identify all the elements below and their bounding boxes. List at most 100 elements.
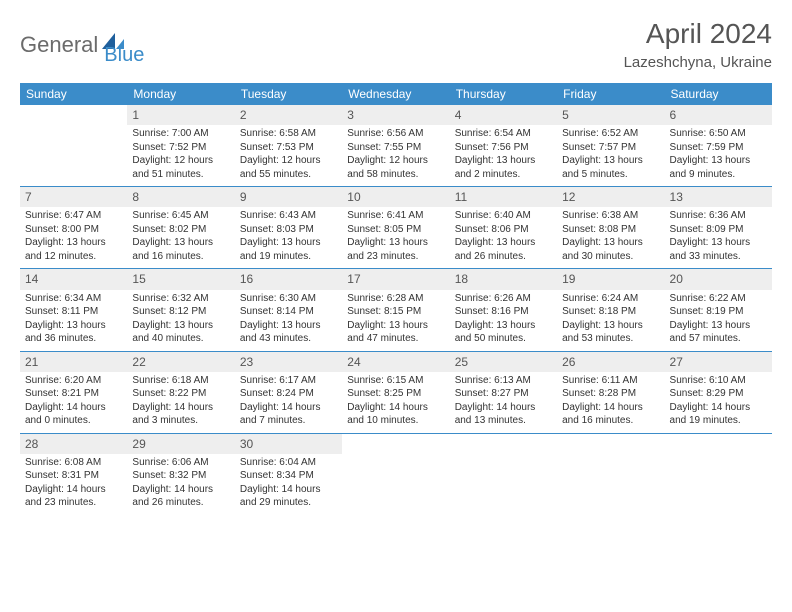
daylight-line: Daylight: 14 hours and 16 minutes. — [562, 401, 659, 428]
day-number: 6 — [665, 105, 772, 125]
day-number: 23 — [235, 352, 342, 372]
daylight-line: Daylight: 14 hours and 10 minutes. — [347, 401, 444, 428]
daylight-line: Daylight: 13 hours and 33 minutes. — [670, 236, 767, 263]
day-number: 26 — [557, 352, 664, 372]
daylight-line: Daylight: 13 hours and 12 minutes. — [25, 236, 122, 263]
sunrise-line: Sunrise: 6:58 AM — [240, 127, 337, 141]
sunset-line: Sunset: 7:55 PM — [347, 141, 444, 155]
day-number: 13 — [665, 187, 772, 207]
calendar-cell: 22Sunrise: 6:18 AMSunset: 8:22 PMDayligh… — [127, 351, 234, 433]
calendar-cell: 17Sunrise: 6:28 AMSunset: 8:15 PMDayligh… — [342, 269, 449, 351]
sunset-line: Sunset: 8:24 PM — [240, 387, 337, 401]
sunset-line: Sunset: 7:52 PM — [132, 141, 229, 155]
calendar-cell: 14Sunrise: 6:34 AMSunset: 8:11 PMDayligh… — [20, 269, 127, 351]
calendar-table: SundayMondayTuesdayWednesdayThursdayFrid… — [20, 83, 772, 515]
logo-text-blue: Blue — [104, 44, 144, 67]
sunrise-line: Sunrise: 6:28 AM — [347, 292, 444, 306]
day-header: Friday — [557, 83, 664, 105]
daylight-line: Daylight: 13 hours and 30 minutes. — [562, 236, 659, 263]
day-header: Tuesday — [235, 83, 342, 105]
calendar-cell: 23Sunrise: 6:17 AMSunset: 8:24 PMDayligh… — [235, 351, 342, 433]
month-title: April 2024 — [624, 18, 772, 50]
day-number: 27 — [665, 352, 772, 372]
calendar-cell: 15Sunrise: 6:32 AMSunset: 8:12 PMDayligh… — [127, 269, 234, 351]
calendar-cell — [450, 433, 557, 515]
day-number: 11 — [450, 187, 557, 207]
sunrise-line: Sunrise: 6:08 AM — [25, 456, 122, 470]
header: General Blue April 2024 Lazeshchyna, Ukr… — [20, 18, 772, 71]
day-header: Saturday — [665, 83, 772, 105]
calendar-cell: 2Sunrise: 6:58 AMSunset: 7:53 PMDaylight… — [235, 105, 342, 187]
sunrise-line: Sunrise: 6:52 AM — [562, 127, 659, 141]
sunrise-line: Sunrise: 6:04 AM — [240, 456, 337, 470]
sunset-line: Sunset: 8:02 PM — [132, 223, 229, 237]
title-block: April 2024 Lazeshchyna, Ukraine — [624, 18, 772, 71]
day-number: 30 — [235, 434, 342, 454]
calendar-cell: 29Sunrise: 6:06 AMSunset: 8:32 PMDayligh… — [127, 433, 234, 515]
sunset-line: Sunset: 7:59 PM — [670, 141, 767, 155]
calendar-cell — [665, 433, 772, 515]
daylight-line: Daylight: 12 hours and 51 minutes. — [132, 154, 229, 181]
sunset-line: Sunset: 8:16 PM — [455, 305, 552, 319]
sunset-line: Sunset: 8:19 PM — [670, 305, 767, 319]
daylight-line: Daylight: 13 hours and 47 minutes. — [347, 319, 444, 346]
calendar-cell: 8Sunrise: 6:45 AMSunset: 8:02 PMDaylight… — [127, 187, 234, 269]
day-number: 25 — [450, 352, 557, 372]
sunset-line: Sunset: 8:32 PM — [132, 469, 229, 483]
day-number: 10 — [342, 187, 449, 207]
daylight-line: Daylight: 13 hours and 53 minutes. — [562, 319, 659, 346]
logo: General Blue — [20, 22, 144, 67]
day-number: 7 — [20, 187, 127, 207]
sunset-line: Sunset: 7:56 PM — [455, 141, 552, 155]
calendar-cell: 3Sunrise: 6:56 AMSunset: 7:55 PMDaylight… — [342, 105, 449, 187]
sunrise-line: Sunrise: 6:24 AM — [562, 292, 659, 306]
daylight-line: Daylight: 13 hours and 26 minutes. — [455, 236, 552, 263]
calendar-cell: 21Sunrise: 6:20 AMSunset: 8:21 PMDayligh… — [20, 351, 127, 433]
sunrise-line: Sunrise: 6:54 AM — [455, 127, 552, 141]
sunrise-line: Sunrise: 6:10 AM — [670, 374, 767, 388]
sunrise-line: Sunrise: 6:22 AM — [670, 292, 767, 306]
sunrise-line: Sunrise: 6:17 AM — [240, 374, 337, 388]
sunset-line: Sunset: 7:57 PM — [562, 141, 659, 155]
daylight-line: Daylight: 14 hours and 19 minutes. — [670, 401, 767, 428]
day-number: 1 — [127, 105, 234, 125]
daylight-line: Daylight: 14 hours and 29 minutes. — [240, 483, 337, 510]
daylight-line: Daylight: 12 hours and 58 minutes. — [347, 154, 444, 181]
day-number: 4 — [450, 105, 557, 125]
calendar-cell: 28Sunrise: 6:08 AMSunset: 8:31 PMDayligh… — [20, 433, 127, 515]
daylight-line: Daylight: 13 hours and 23 minutes. — [347, 236, 444, 263]
sunset-line: Sunset: 8:29 PM — [670, 387, 767, 401]
sunset-line: Sunset: 8:06 PM — [455, 223, 552, 237]
calendar-cell — [557, 433, 664, 515]
sunrise-line: Sunrise: 6:26 AM — [455, 292, 552, 306]
day-number: 19 — [557, 269, 664, 289]
sunrise-line: Sunrise: 6:30 AM — [240, 292, 337, 306]
sunrise-line: Sunrise: 6:43 AM — [240, 209, 337, 223]
day-header: Sunday — [20, 83, 127, 105]
daylight-line: Daylight: 13 hours and 50 minutes. — [455, 319, 552, 346]
calendar-cell: 7Sunrise: 6:47 AMSunset: 8:00 PMDaylight… — [20, 187, 127, 269]
sunset-line: Sunset: 8:21 PM — [25, 387, 122, 401]
sunrise-line: Sunrise: 6:15 AM — [347, 374, 444, 388]
sunrise-line: Sunrise: 6:11 AM — [562, 374, 659, 388]
day-number: 14 — [20, 269, 127, 289]
logo-text-general: General — [20, 32, 98, 58]
day-number: 12 — [557, 187, 664, 207]
calendar-cell: 30Sunrise: 6:04 AMSunset: 8:34 PMDayligh… — [235, 433, 342, 515]
sunrise-line: Sunrise: 6:36 AM — [670, 209, 767, 223]
sunset-line: Sunset: 8:25 PM — [347, 387, 444, 401]
day-number: 16 — [235, 269, 342, 289]
sunrise-line: Sunrise: 6:38 AM — [562, 209, 659, 223]
sunset-line: Sunset: 8:28 PM — [562, 387, 659, 401]
sunset-line: Sunset: 8:31 PM — [25, 469, 122, 483]
day-number: 21 — [20, 352, 127, 372]
daylight-line: Daylight: 14 hours and 13 minutes. — [455, 401, 552, 428]
day-number: 8 — [127, 187, 234, 207]
sunset-line: Sunset: 8:12 PM — [132, 305, 229, 319]
daylight-line: Daylight: 13 hours and 43 minutes. — [240, 319, 337, 346]
calendar-cell: 12Sunrise: 6:38 AMSunset: 8:08 PMDayligh… — [557, 187, 664, 269]
sunset-line: Sunset: 8:03 PM — [240, 223, 337, 237]
sunrise-line: Sunrise: 6:20 AM — [25, 374, 122, 388]
sunrise-line: Sunrise: 6:50 AM — [670, 127, 767, 141]
day-number: 15 — [127, 269, 234, 289]
